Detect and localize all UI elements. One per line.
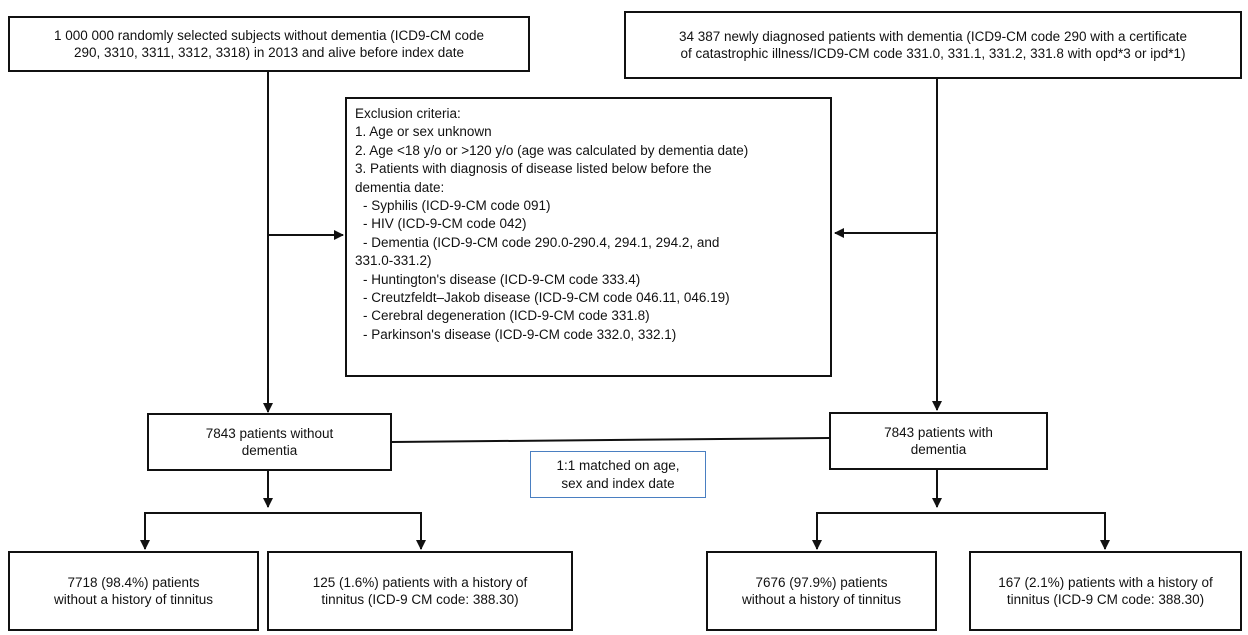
exclusion-line: dementia date: [355,179,445,195]
controls-matched-box: 7843 patients without dementia [147,413,392,471]
matching-note-text: 1:1 matched on age, sex and index date [556,457,680,491]
left-split-line [144,512,422,547]
exclusion-line: - HIV (ICD-9-CM code 042) [363,216,527,232]
controls-matched-text: 7843 patients without dementia [205,426,334,458]
dementia-no-tinnitus-box: 7676 (97.9%) patients without a history … [706,551,937,631]
dementia-tinnitus-text: 167 (2.1%) patients with a history of ti… [998,575,1213,607]
exclusion-line: - Cerebral degeneration (ICD-9-CM code 3… [363,308,650,324]
matching-line [391,437,830,443]
dementia-no-tinnitus-text: 7676 (97.9%) patients without a history … [741,575,902,607]
controls-source-text: 1 000 000 randomly selected subjects wit… [54,28,484,60]
exclusion-line: - Huntington's disease (ICD-9-CM code 33… [363,271,641,287]
controls-source-box: 1 000 000 randomly selected subjects wit… [8,16,530,72]
exclusion-criteria-box: Exclusion criteria: 1. Age or sex unknow… [345,97,832,377]
exclusion-line: - Syphilis (ICD-9-CM code 091) [363,198,551,214]
dementia-source-text: 34 387 newly diagnosed patients with dem… [678,29,1188,61]
exclusion-line: 2. Age <18 y/o or >120 y/o (age was calc… [355,142,749,158]
dementia-source-box: 34 387 newly diagnosed patients with dem… [624,11,1242,79]
matching-note-box: 1:1 matched on age, sex and index date [530,451,706,498]
right-split-line [816,512,1106,547]
exclusion-line: 3. Patients with diagnosis of disease li… [355,161,712,177]
dementia-tinnitus-box: 167 (2.1%) patients with a history of ti… [969,551,1242,631]
exclusion-line: 331.0-331.2) [355,253,432,269]
exclusion-line: 1. Age or sex unknown [355,124,492,140]
controls-tinnitus-box: 125 (1.6%) patients with a history of ti… [267,551,573,631]
dementia-matched-box: 7843 patients with dementia [829,412,1048,470]
controls-tinnitus-text: 125 (1.6%) patients with a history of ti… [312,575,528,607]
exclusion-line: Exclusion criteria: [355,106,461,121]
controls-no-tinnitus-text: 7718 (98.4%) patients without a history … [53,575,214,607]
controls-no-tinnitus-box: 7718 (98.4%) patients without a history … [8,551,259,631]
exclusion-line: - Parkinson's disease (ICD-9-CM code 332… [363,326,677,342]
exclusion-line: - Dementia (ICD-9-CM code 290.0-290.4, 2… [363,234,720,250]
exclusion-line: - Creutzfeldt–Jakob disease (ICD-9-CM co… [363,290,730,306]
dementia-matched-text: 7843 patients with dementia [884,425,993,457]
